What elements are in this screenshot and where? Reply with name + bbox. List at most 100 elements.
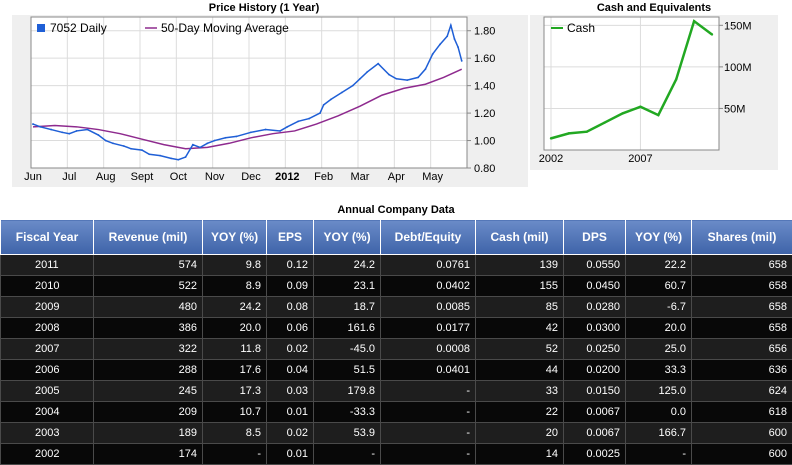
table-cell: 8.9 [203, 276, 267, 297]
table-cell: 0.0200 [564, 360, 626, 381]
table-cell: 0.01 [267, 444, 314, 465]
table-cell: 22.2 [626, 255, 692, 276]
table-cell: 288 [94, 360, 203, 381]
table-cell: -45.0 [314, 339, 381, 360]
table-cell: 656 [692, 339, 792, 360]
column-header: Debt/Equity [381, 220, 476, 255]
cash-point [550, 137, 552, 139]
table-cell: 179.8 [314, 381, 381, 402]
table-cell: 9.8 [203, 255, 267, 276]
table-cell: 618 [692, 402, 792, 423]
table-cell: 2002 [1, 444, 94, 465]
cash-x-tick-label: 2002 [539, 153, 563, 165]
table-cell: 189 [94, 423, 203, 444]
column-header: EPS [267, 220, 314, 255]
table-cell: 600 [692, 444, 792, 465]
table-cell: 20 [476, 423, 564, 444]
table-cell: 0.02 [267, 423, 314, 444]
table-cell: - [381, 444, 476, 465]
column-header: YOY (%) [314, 220, 381, 255]
table-cell: 20.0 [203, 318, 267, 339]
table-cell: 480 [94, 297, 203, 318]
cash-y-tick-label: 100M [724, 62, 752, 74]
cash-y-ticks: 150M 100M 50M [719, 20, 752, 115]
table-cell: 0.01 [267, 402, 314, 423]
table-cell: 22 [476, 402, 564, 423]
table-cell: 174 [94, 444, 203, 465]
table-cell: 0.0402 [381, 276, 476, 297]
table-cell: 139 [476, 255, 564, 276]
table-cell: 2007 [1, 339, 94, 360]
table-cell: 2008 [1, 318, 94, 339]
table-cell: 0.02 [267, 339, 314, 360]
table-cell: 60.7 [626, 276, 692, 297]
table-cell: 53.9 [314, 423, 381, 444]
cash-x-tick-label: 2007 [628, 153, 652, 165]
cash-point [693, 20, 695, 22]
table-cell: 322 [94, 339, 203, 360]
table-cell: -6.7 [626, 297, 692, 318]
table-cell: 658 [692, 297, 792, 318]
table-cell: 2003 [1, 423, 94, 444]
table-cell: 24.2 [203, 297, 267, 318]
cash-plot-bg [544, 17, 719, 150]
table-cell: 2010 [1, 276, 94, 297]
table-cell: 20.0 [626, 318, 692, 339]
table-cell: 51.5 [314, 360, 381, 381]
table-cell: 0.09 [267, 276, 314, 297]
cash-grid [544, 17, 719, 150]
table-cell: 0.0025 [564, 444, 626, 465]
table-cell: 0.0550 [564, 255, 626, 276]
table-cell: 658 [692, 276, 792, 297]
table-cell: 18.7 [314, 297, 381, 318]
table-cell: - [381, 402, 476, 423]
cash-point [657, 114, 659, 116]
table-cell: 0.0067 [564, 423, 626, 444]
cash-point [568, 132, 570, 134]
table-cell: 0.0067 [564, 402, 626, 423]
table-cell: - [381, 381, 476, 402]
table-cell: 2006 [1, 360, 94, 381]
table-cell: 24.2 [314, 255, 381, 276]
table-cell: - [314, 444, 381, 465]
cash-point [586, 131, 588, 133]
column-header: YOY (%) [626, 220, 692, 255]
column-header: YOY (%) [203, 220, 267, 255]
table-cell: 0.0250 [564, 339, 626, 360]
table-cell: 574 [94, 255, 203, 276]
table-cell: - [381, 423, 476, 444]
table-cell: 17.3 [203, 381, 267, 402]
table-cell: - [626, 444, 692, 465]
table-cell: 0.12 [267, 255, 314, 276]
table-cell: 0.04 [267, 360, 314, 381]
table-cell: 0.0401 [381, 360, 476, 381]
table-cell: 658 [692, 255, 792, 276]
table-cell: 33.3 [626, 360, 692, 381]
table-cell: 10.7 [203, 402, 267, 423]
column-header: Revenue (mil) [94, 220, 203, 255]
table-cell: 0.0150 [564, 381, 626, 402]
cash-y-tick-label: 50M [724, 103, 745, 115]
table-cell: 23.1 [314, 276, 381, 297]
table-cell: 14 [476, 444, 564, 465]
column-header: Cash (mil) [476, 220, 564, 255]
table-cell: - [203, 444, 267, 465]
cash-y-tick-label: 150M [724, 20, 752, 32]
cash-point [711, 33, 713, 35]
table-cell: 0.0761 [381, 255, 476, 276]
column-header: Shares (mil) [692, 220, 792, 255]
table-cell: 522 [94, 276, 203, 297]
table-cell: 42 [476, 318, 564, 339]
column-header: Fiscal Year [1, 220, 94, 255]
table-cell: 2005 [1, 381, 94, 402]
table-cell: 245 [94, 381, 203, 402]
